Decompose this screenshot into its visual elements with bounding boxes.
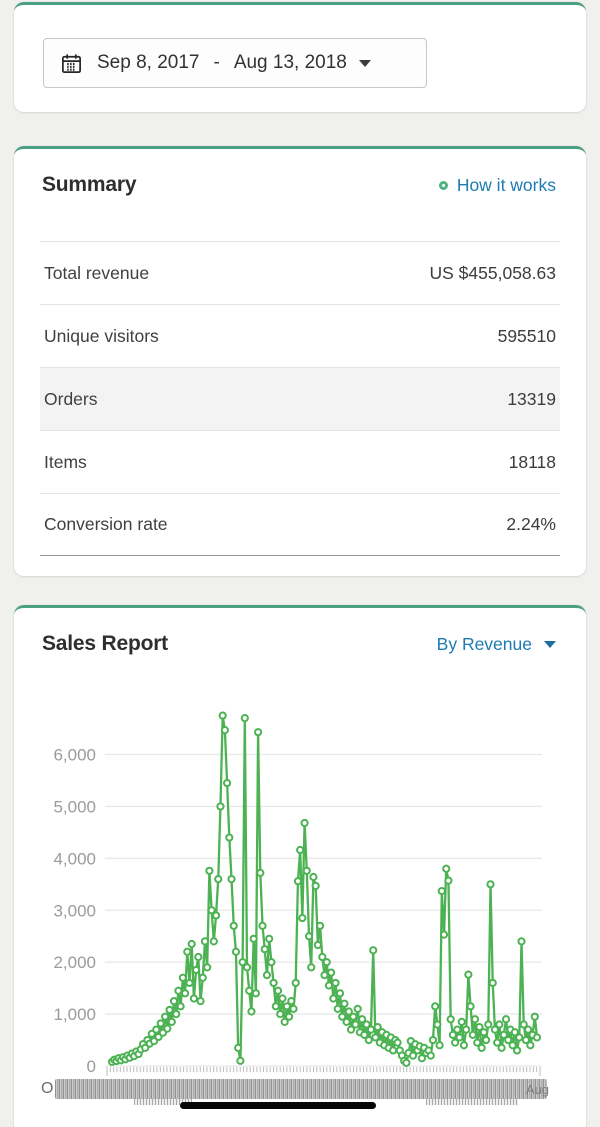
x-axis-smear-descenders — [426, 1099, 518, 1105]
how-it-works-link[interactable]: How it works — [438, 174, 556, 196]
table-row: Total revenue US $455,058.63 — [40, 241, 560, 304]
row-value: 18118 — [508, 451, 556, 472]
table-row: Conversion rate 2.24% — [40, 493, 560, 556]
info-donut-icon — [438, 180, 448, 190]
row-label: Items — [44, 451, 87, 472]
row-label: Total revenue — [44, 262, 150, 283]
table-row: Unique visitors 595510 — [40, 304, 560, 367]
row-label: Orders — [44, 388, 98, 409]
date-range-end: Aug 13, 2018 — [233, 52, 347, 73]
y-axis-label: 4,000 — [53, 849, 96, 868]
y-axis-label: 5,000 — [53, 797, 96, 816]
table-row: Orders 13319 — [40, 367, 560, 430]
x-axis-fragment-left: O — [41, 1079, 54, 1099]
sales-report-title: Sales Report — [42, 632, 168, 655]
x-axis-label-smear: O Aug — [41, 1079, 549, 1099]
row-value: US $455,058.63 — [429, 262, 557, 283]
y-axis-label: 1,000 — [53, 1005, 96, 1024]
sales-report-card: Sales Report By Revenue 0 1,000 2,000 3,000… — [14, 605, 586, 1127]
home-indicator[interactable] — [180, 1102, 376, 1109]
y-axis-label: 0 — [87, 1057, 96, 1076]
y-axis-label: 3,000 — [53, 901, 96, 920]
x-axis-fragment-right: Aug — [525, 1081, 549, 1097]
how-it-works-label: How it works — [456, 174, 556, 195]
x-axis-smear-descenders — [134, 1099, 192, 1105]
chevron-down-icon — [544, 640, 556, 648]
summary-table: Total revenue US $455,058.63 Unique visi… — [40, 241, 560, 556]
y-axis-label: 2,000 — [53, 953, 96, 972]
date-range-separator: - — [213, 52, 220, 73]
date-range-start: Sep 8, 2017 — [97, 52, 200, 73]
row-value: 595510 — [497, 325, 556, 346]
row-value: 13319 — [507, 388, 556, 409]
by-revenue-dropdown[interactable]: By Revenue — [437, 634, 556, 655]
y-axis-label: 6,000 — [53, 746, 96, 765]
row-label: Conversion rate — [44, 514, 168, 534]
sales-chart: 0 1,000 2,000 3,000 4,000 5,000 6,000 — [53, 711, 542, 1076]
summary-title: Summary — [42, 173, 137, 196]
date-range-card: Sep 8, 2017 - Aug 13, 2018 — [14, 2, 586, 112]
row-label: Unique visitors — [44, 325, 159, 346]
chevron-down-icon — [358, 59, 371, 67]
date-range-button[interactable]: Sep 8, 2017 - Aug 13, 2018 — [43, 38, 427, 88]
summary-card: Summary How it works Total revenue US $4… — [14, 146, 586, 576]
row-value: 2.24% — [506, 514, 556, 534]
by-revenue-label: By Revenue — [436, 633, 532, 654]
table-row: Items 18118 — [40, 430, 560, 493]
calendar-icon — [60, 52, 83, 75]
